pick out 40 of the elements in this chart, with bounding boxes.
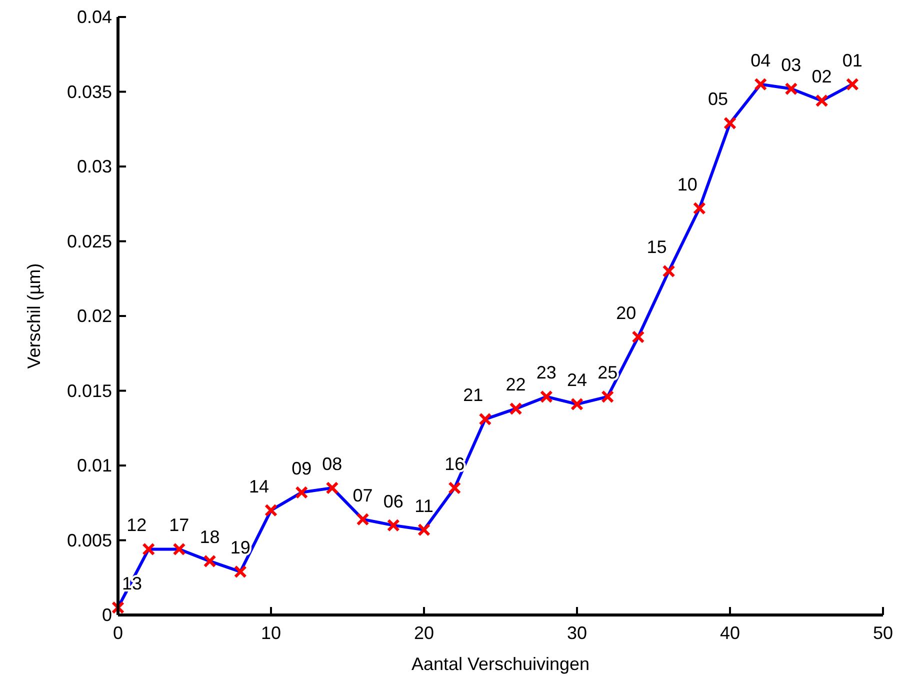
annotation: 19 <box>230 538 250 558</box>
annotation: 20 <box>616 302 636 323</box>
annotation: 10 <box>677 174 698 194</box>
y-tick-label: 0 <box>102 605 112 625</box>
x-tick-label: 20 <box>414 623 434 643</box>
annotation: 25 <box>598 362 618 383</box>
y-tick-label: 0.04 <box>76 7 112 27</box>
annotation: 24 <box>566 370 588 390</box>
x-tick-label: 40 <box>720 623 740 643</box>
annotation: 18 <box>200 527 220 548</box>
annotation: 04 <box>750 50 771 70</box>
annotation: 03 <box>781 54 802 75</box>
y-axis-title: Verschil (µm) <box>24 263 44 369</box>
annotation: 09 <box>292 458 312 478</box>
annotation: 23 <box>536 362 556 383</box>
annotation: 07 <box>352 485 373 506</box>
annotation: 21 <box>463 385 484 406</box>
annotation: 22 <box>506 374 526 395</box>
y-tick-label: 0.01 <box>76 456 112 476</box>
annotation: 01 <box>842 50 862 70</box>
annotation: 17 <box>169 515 190 536</box>
annotation: 14 <box>248 476 270 496</box>
annotation: 11 <box>414 496 434 516</box>
y-tick-label: 0.02 <box>76 306 112 326</box>
annotation: 06 <box>383 491 404 512</box>
y-tick-label: 0.025 <box>66 231 112 252</box>
annotation: 08 <box>322 454 342 474</box>
x-tick-label: 10 <box>260 623 282 643</box>
annotation: 05 <box>708 89 728 110</box>
y-tick-label: 0.005 <box>66 530 112 550</box>
annotation: 15 <box>646 237 667 258</box>
annotation: 16 <box>444 454 465 474</box>
annotation: 02 <box>812 66 832 87</box>
x-axis-title: Aantal Verschuivingen <box>411 654 590 674</box>
y-tick-label: 0.035 <box>66 82 112 102</box>
x-tick-label: 30 <box>566 623 588 643</box>
x-tick-label: 50 <box>872 623 894 643</box>
y-tick-label: 0.03 <box>76 156 112 176</box>
y-tick-label: 0.015 <box>66 380 112 401</box>
annotation: 12 <box>126 515 147 536</box>
